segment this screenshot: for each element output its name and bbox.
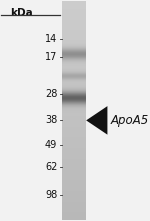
- Text: kDa: kDa: [11, 8, 33, 18]
- Text: 28: 28: [45, 89, 57, 99]
- Text: 62: 62: [45, 162, 57, 171]
- Text: 38: 38: [45, 115, 57, 125]
- Text: 14: 14: [45, 34, 57, 44]
- Text: 98: 98: [45, 190, 57, 200]
- Text: 17: 17: [45, 52, 57, 62]
- Text: 49: 49: [45, 139, 57, 150]
- Polygon shape: [86, 106, 107, 135]
- Text: ApoA5: ApoA5: [111, 114, 149, 127]
